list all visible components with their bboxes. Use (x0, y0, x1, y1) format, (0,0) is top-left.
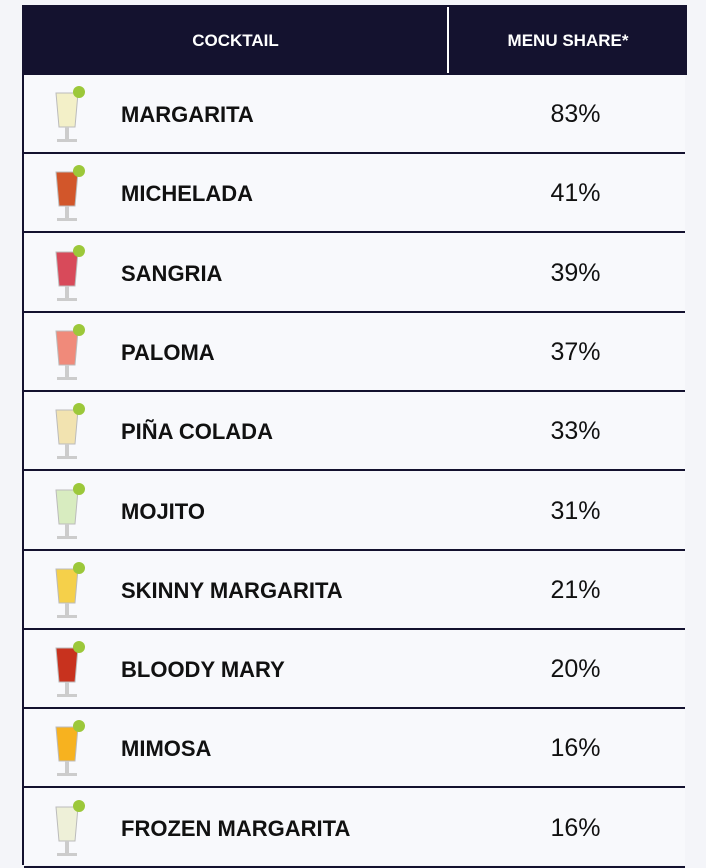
menu-share: 39% (550, 258, 601, 287)
cocktail-name: MOJITO (121, 498, 205, 524)
table-row: PIÑA COLADA 33% (24, 392, 685, 472)
menu-share: 16% (550, 734, 601, 763)
table-row: MIMOSA 16% (24, 709, 685, 789)
cocktail-name: SANGRIA (121, 260, 223, 286)
table-row: MARGARITA 83% (24, 75, 685, 154)
menu-share: 41% (550, 179, 601, 208)
cocktail-name: PALOMA (121, 339, 215, 365)
cocktail-icon (55, 323, 85, 380)
menu-share: 33% (550, 417, 601, 446)
header-divider (447, 7, 449, 73)
table-row: SKINNY MARGARITA 21% (24, 551, 685, 630)
cocktail-name: MIMOSA (121, 736, 212, 762)
table: COCKTAIL MENU SHARE* MARGARITA 83% MICHELA… (22, 5, 687, 868)
menu-share: 83% (550, 100, 601, 128)
menu-share: 31% (550, 496, 601, 525)
cocktail-icon (55, 799, 85, 856)
header-cell: MENU SHARE* (507, 31, 629, 50)
menu-share: 21% (550, 575, 601, 604)
cocktail-icon (55, 720, 85, 777)
cocktail-icon (55, 403, 85, 460)
cocktail-name: FROZEN MARGARITA (121, 815, 351, 841)
cocktail-name: SKINNY MARGARITA (121, 577, 343, 603)
table-row: FROZEN MARGARITA 16% (24, 789, 685, 868)
menu-share: 16% (550, 813, 601, 842)
cocktail-name: MARGARITA (121, 102, 254, 127)
table-row: PALOMA 37% (24, 313, 685, 392)
cocktail-icon (55, 482, 85, 539)
table-row: BLOODY MARY 20% (24, 630, 685, 710)
cocktail-name: MICHELADA (121, 181, 253, 207)
table-row: MOJITO 31% (24, 472, 685, 551)
cocktail-icon (55, 641, 85, 698)
cocktail-name: BLOODY MARY (121, 657, 285, 683)
cocktail-icon (55, 244, 85, 301)
table-row: SANGRIA 39% (24, 234, 685, 313)
menu-share: 20% (550, 655, 601, 684)
header-cell: COCKTAIL (192, 31, 279, 50)
table-row: MICHELADA 41% (24, 154, 685, 234)
cocktail-name: PIÑA COLADA (121, 419, 273, 445)
table-header: COCKTAIL MENU SHARE* (24, 5, 687, 75)
cocktail-icon (55, 86, 85, 142)
cocktail-icon (55, 561, 85, 618)
menu-share: 37% (550, 337, 601, 366)
cocktail-icon (55, 165, 85, 222)
